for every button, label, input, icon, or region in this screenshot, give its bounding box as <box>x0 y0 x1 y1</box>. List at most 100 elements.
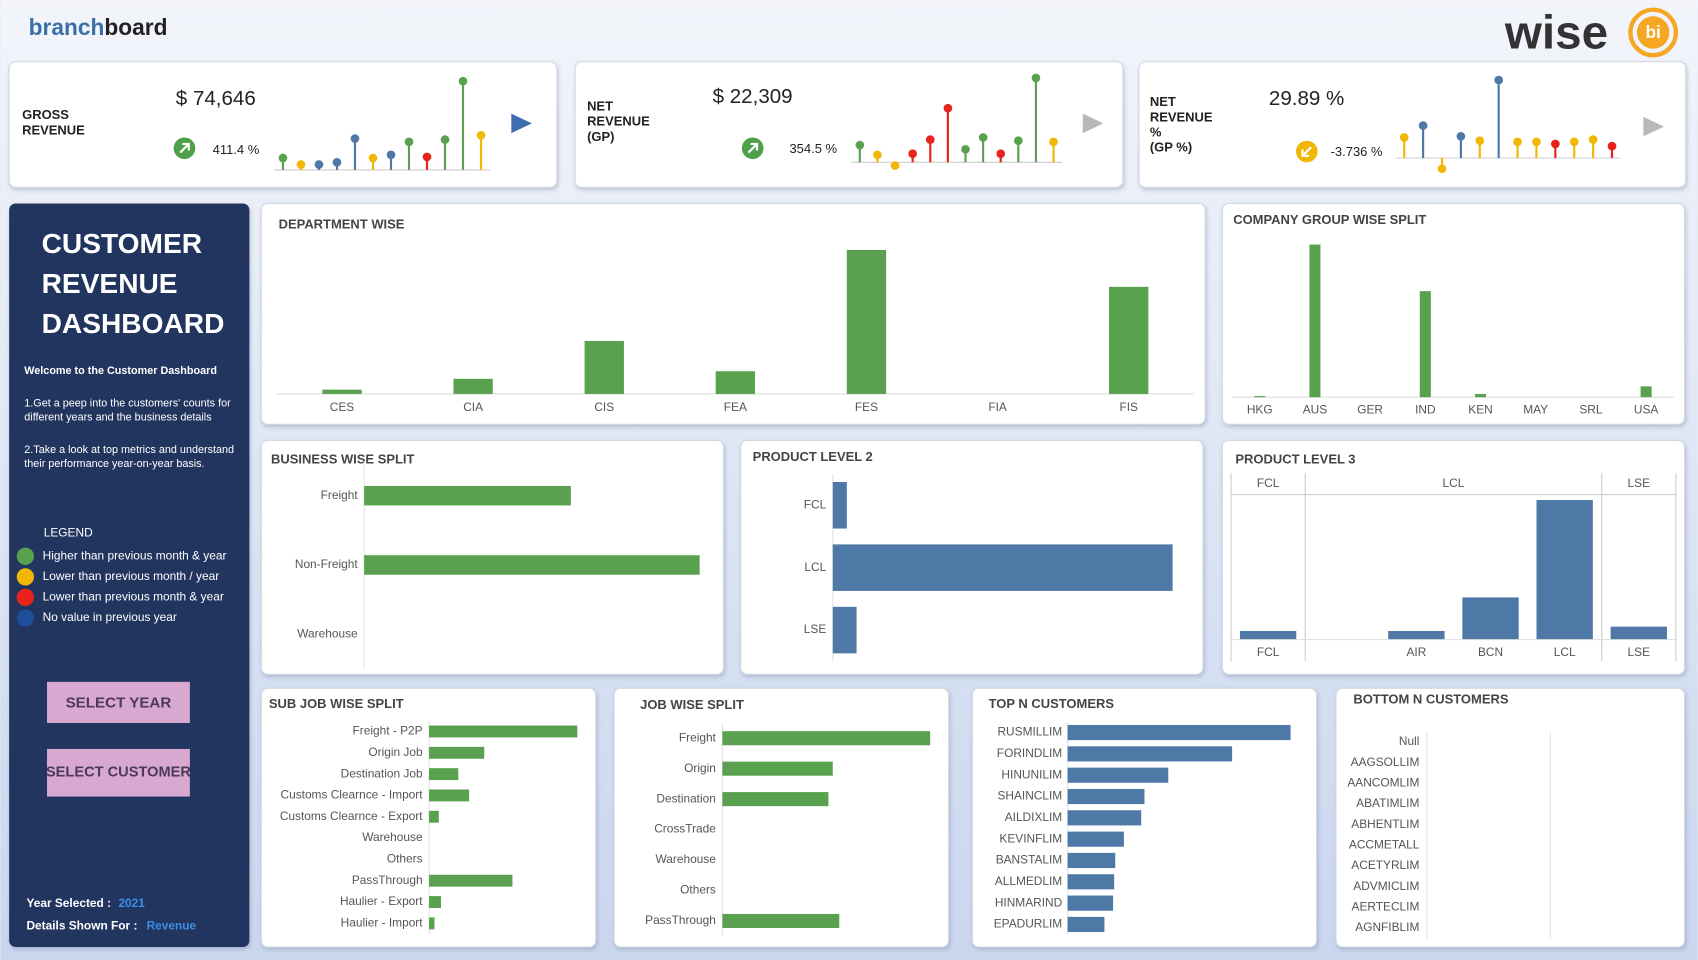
lollipop-dot <box>314 160 324 169</box>
lollipop-dot <box>422 152 432 162</box>
bar <box>1388 630 1445 640</box>
lollipop-dot <box>1607 141 1617 151</box>
bar <box>1067 831 1124 847</box>
bar <box>429 810 439 823</box>
x-tick-label: FIA <box>988 400 1007 414</box>
lollipop-dot <box>332 158 342 167</box>
y-tick-label: ALLMEDLIM <box>995 874 1062 888</box>
lollipop-dot <box>925 135 935 144</box>
y-tick-label: ACCMETALL <box>1349 837 1420 851</box>
lollipop-dot <box>961 145 970 154</box>
y-tick-label: HINUNILIM <box>1001 767 1062 781</box>
legend-label: Lower than previous month & year <box>43 590 224 604</box>
kpi-title: REVENUE <box>587 114 650 129</box>
chart-title: TOP N CUSTOMERS <box>989 696 1115 711</box>
kpi-title: (GP %) <box>1150 140 1192 155</box>
kpi-value: $ 22,309 <box>713 85 793 108</box>
play-button <box>1082 113 1104 134</box>
logo-badge <box>1636 16 1670 49</box>
y-tick-label: Warehouse <box>362 830 423 844</box>
lollipop-dot <box>855 140 865 150</box>
y-tick-label: AERTECLIM <box>1352 899 1420 913</box>
details-label: Details Shown For : <box>26 919 137 933</box>
x-tick-label: KEN <box>1468 402 1492 416</box>
x-tick-label: AIR <box>1406 645 1426 659</box>
lollipop-dot <box>404 137 414 147</box>
chart-title: BOTTOM N CUSTOMERS <box>1353 692 1508 707</box>
legend-swatch <box>16 547 35 565</box>
y-tick-label: Freight <box>679 730 717 744</box>
kpi-title: NET <box>1150 94 1176 109</box>
lollipop-dot <box>943 103 953 113</box>
lollipop-dot <box>1588 135 1598 144</box>
bar <box>722 731 931 746</box>
lollipop-dot <box>476 130 486 140</box>
select-customer-label[interactable]: SELECT CUSTOMER <box>46 765 191 781</box>
y-tick-label: FCL <box>804 497 827 511</box>
y-tick-label: Null <box>1399 734 1419 748</box>
play-button <box>511 113 532 134</box>
kpi-title: REVENUE <box>22 122 85 137</box>
brand-a: branch <box>29 14 105 40</box>
trend-arrow <box>1301 146 1312 157</box>
bar <box>1067 767 1169 783</box>
x-tick-label: IND <box>1415 402 1436 416</box>
sidebar-note: different years and the business details <box>24 412 212 424</box>
x-tick-label: USA <box>1634 402 1659 416</box>
kpi-title: NET <box>587 99 613 114</box>
y-tick-label: AANCOMLIM <box>1347 775 1419 789</box>
x-tick-label: BCN <box>1478 645 1503 659</box>
y-tick-label: HINMARIND <box>995 895 1063 909</box>
y-tick-label: Haulier - Import <box>341 916 424 930</box>
legend-swatch <box>16 568 35 586</box>
lollipop-dot <box>1399 133 1409 142</box>
x-tick-label: SRL <box>1579 402 1603 416</box>
bar <box>429 917 435 930</box>
y-tick-label: LCL <box>804 560 826 574</box>
lollipop-dot <box>1569 137 1579 147</box>
kpi-change: -3.736 % <box>1331 144 1383 159</box>
lollipop-dot <box>1494 75 1504 85</box>
x-tick-label: CES <box>330 400 355 414</box>
select-customer-button[interactable] <box>47 748 190 797</box>
bar <box>1309 244 1321 398</box>
lollipop-dot <box>890 161 900 170</box>
lollipop-dot <box>368 153 378 163</box>
lollipop-dot <box>1418 121 1428 130</box>
legend-swatch <box>16 609 35 627</box>
y-tick-label: FORINDLIM <box>997 746 1062 760</box>
lollipop-dot <box>1437 164 1447 174</box>
kpi-title: REVENUE <box>1150 109 1213 124</box>
y-tick-label: EPADURLIM <box>994 917 1063 931</box>
select-year-button[interactable] <box>47 681 190 723</box>
y-tick-label: Non-Freight <box>295 557 358 571</box>
lollipop-dot <box>440 135 450 144</box>
bar <box>722 913 840 928</box>
bar <box>715 371 756 394</box>
sidebar-note: 2.Take a look at top metrics and underst… <box>24 444 234 456</box>
lollipop-dot <box>873 150 882 160</box>
kpi-value: $ 74,646 <box>176 87 256 110</box>
y-tick-label: AILDIXLIM <box>1005 810 1063 824</box>
lollipop-dot <box>296 160 306 169</box>
select-year-label[interactable]: SELECT YEAR <box>66 694 172 711</box>
sidebar-note: 1.Get a peep into the customers' counts … <box>24 398 231 410</box>
kpi-title: (GP) <box>587 129 614 144</box>
chart-title: JOB WISE SPLIT <box>640 697 744 712</box>
x-tick-label: AUS <box>1303 402 1328 416</box>
y-tick-label: Destination Job <box>341 766 423 780</box>
y-tick-label: BANSTALIM <box>996 853 1063 867</box>
group-label: FCL <box>1257 476 1280 490</box>
legend-swatch <box>16 588 35 607</box>
logo-ring <box>1628 7 1679 58</box>
x-tick-label: GER <box>1357 402 1383 416</box>
chart-title: DEPARTMENT WISE <box>279 217 405 232</box>
bar <box>1067 724 1291 741</box>
group-label: LCL <box>1443 476 1465 490</box>
bar <box>453 378 493 394</box>
y-tick-label: CrossTrade <box>654 822 716 836</box>
legend-label: No value in previous year <box>43 610 177 624</box>
year-label: Year Selected : <box>26 896 111 910</box>
bar <box>364 555 700 575</box>
